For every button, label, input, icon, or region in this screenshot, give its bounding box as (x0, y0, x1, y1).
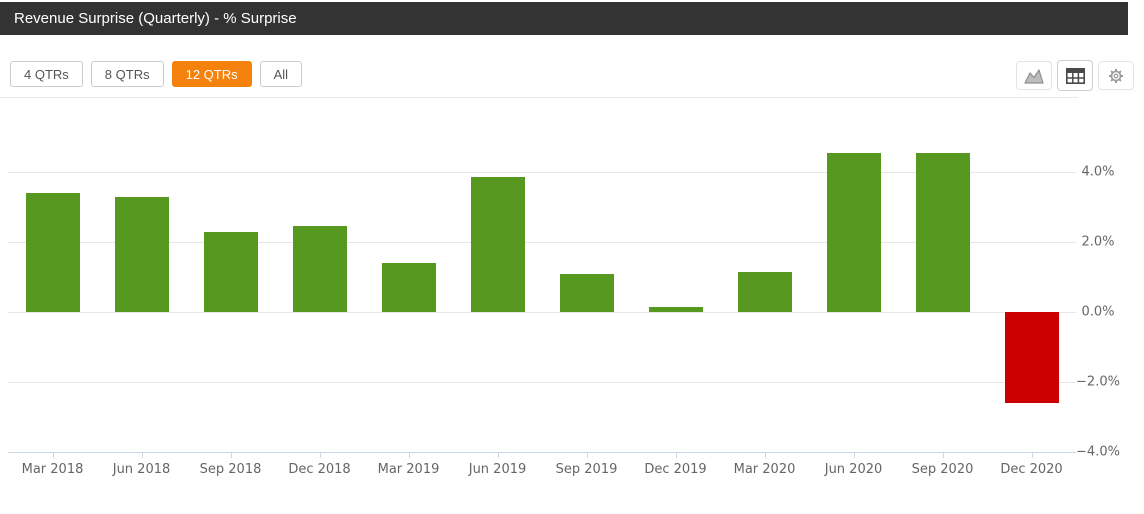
bar-sep-2020[interactable] (915, 152, 970, 312)
view-toolbar (1016, 60, 1134, 91)
x-axis-line (8, 452, 1076, 453)
bar-jun-2018[interactable] (114, 196, 169, 312)
bar-jun-2020[interactable] (826, 152, 881, 312)
gear-icon (1108, 68, 1124, 83)
x-axis-label: Mar 2018 (21, 462, 84, 477)
x-axis-tick (408, 452, 410, 458)
bar-jun-2019[interactable] (470, 177, 525, 312)
x-axis-tick (942, 452, 944, 458)
y-axis-label: 4.0% (1081, 164, 1115, 180)
y-axis-label: −2.0% (1076, 374, 1120, 390)
x-axis-label: Jun 2019 (468, 462, 527, 477)
bar-sep-2019[interactable] (559, 273, 614, 312)
range-button-8qtrs[interactable]: 8 QTRs (90, 61, 164, 87)
range-button-12qtrs[interactable]: 12 QTRs (171, 61, 252, 87)
range-toolbar: 4 QTRs 8 QTRs 12 QTRs All (10, 61, 303, 87)
toolbar-divider (0, 97, 1078, 98)
gridline (8, 312, 1076, 313)
gridline (8, 172, 1076, 173)
bar-dec-2019[interactable] (648, 306, 703, 312)
x-axis-label: Dec 2018 (288, 462, 351, 477)
range-button-all[interactable]: All (259, 61, 303, 87)
x-axis-tick (319, 452, 321, 458)
x-axis-tick (52, 452, 54, 458)
widget-title: Revenue Surprise (Quarterly) - % Surpris… (14, 10, 297, 27)
x-axis-tick (1031, 452, 1033, 458)
gridline (8, 242, 1076, 243)
bar-dec-2018[interactable] (292, 226, 347, 312)
x-axis-label: Dec 2019 (644, 462, 707, 477)
bar-mar-2019[interactable] (381, 263, 436, 312)
x-axis-tick (230, 452, 232, 458)
y-axis-label: 0.0% (1081, 304, 1115, 320)
x-axis-tick (764, 452, 766, 458)
x-axis-tick (853, 452, 855, 458)
x-axis-label: Dec 2020 (1000, 462, 1063, 477)
x-axis-tick (141, 452, 143, 458)
x-axis-label: Sep 2020 (911, 462, 974, 477)
x-axis-tick (675, 452, 677, 458)
x-axis-label: Jun 2020 (824, 462, 883, 477)
x-axis-tick (586, 452, 588, 458)
x-axis-label: Jun 2018 (112, 462, 171, 477)
table-view-button[interactable] (1057, 60, 1093, 91)
bar-mar-2018[interactable] (25, 193, 80, 312)
y-axis-label: 2.0% (1081, 234, 1115, 250)
x-axis-tick (497, 452, 499, 458)
settings-button[interactable] (1098, 61, 1134, 90)
area-chart-view-button[interactable] (1016, 61, 1052, 90)
table-icon (1065, 67, 1085, 84)
bar-mar-2020[interactable] (737, 271, 792, 312)
bar-dec-2020[interactable] (1004, 312, 1059, 403)
x-axis-label: Mar 2019 (377, 462, 440, 477)
range-button-4qtrs[interactable]: 4 QTRs (10, 61, 83, 87)
x-axis-label: Mar 2020 (733, 462, 796, 477)
gridline (8, 382, 1076, 383)
y-axis-label: −4.0% (1076, 444, 1120, 460)
bar-sep-2018[interactable] (203, 231, 258, 312)
area-chart-icon (1024, 68, 1044, 84)
x-axis-label: Sep 2018 (199, 462, 262, 477)
widget-title-bar: Revenue Surprise (Quarterly) - % Surpris… (0, 2, 1128, 35)
x-axis-label: Sep 2019 (555, 462, 618, 477)
